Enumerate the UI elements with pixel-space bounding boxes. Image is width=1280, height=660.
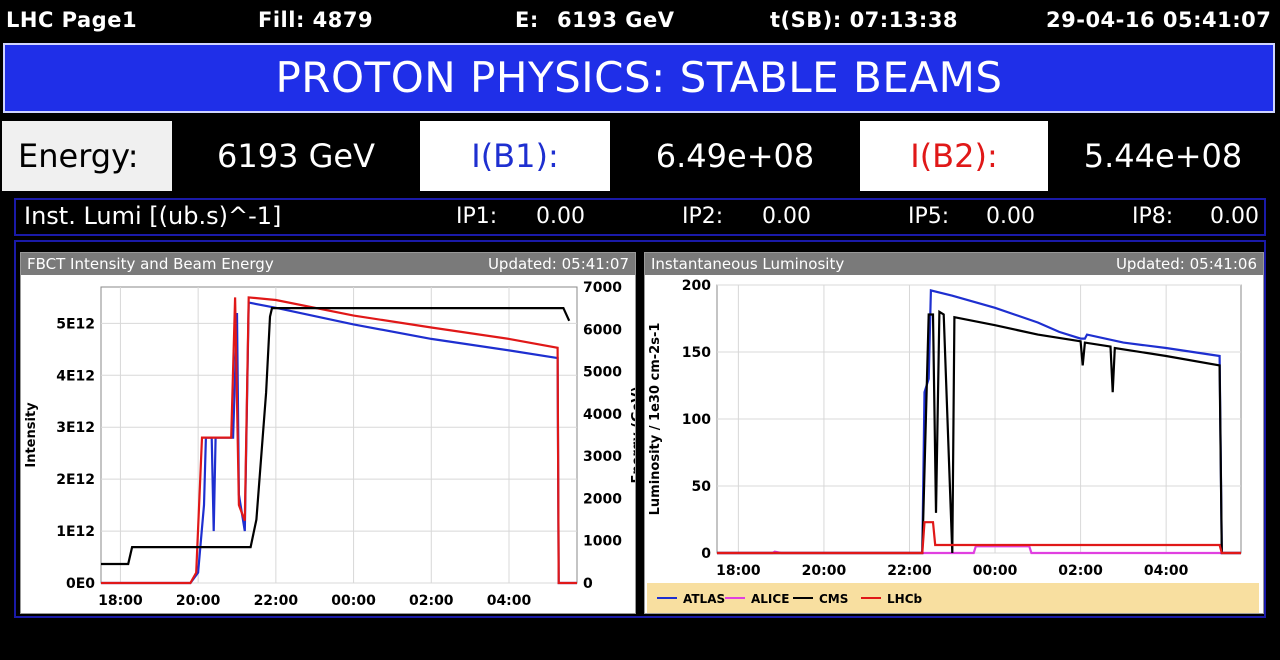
x-tick-label: 04:00 xyxy=(487,593,532,609)
y-tick-label: 1E12 xyxy=(56,524,95,540)
y2-axis-label: Energy (GeV) xyxy=(630,386,635,483)
y-tick-label: 3E12 xyxy=(56,420,95,436)
y2-tick-label: 5000 xyxy=(583,365,622,381)
y-tick-label: 5E12 xyxy=(56,316,95,332)
energy-row-value: 6193 GeV xyxy=(172,121,420,191)
fbct-panel-header: FBCT Intensity and Beam Energy Updated: … xyxy=(21,253,635,275)
ip5-value: 0.00 xyxy=(986,204,1035,229)
ip1-label: IP1: xyxy=(456,204,498,229)
y-axis-label: Intensity xyxy=(24,402,39,468)
time-stable-beams: t(SB): 07:13:38 xyxy=(770,8,959,32)
energy-label: E: xyxy=(515,8,539,32)
x-tick-label: 02:00 xyxy=(409,593,454,609)
top-status-bar: LHC Page1 Fill: 4879 E: 6193 GeV t(SB): … xyxy=(0,0,1280,42)
legend-box xyxy=(647,583,1259,613)
y2-tick-label: 7000 xyxy=(583,280,622,296)
ib2-label: I(B2): xyxy=(860,121,1048,191)
ip2-value: 0.00 xyxy=(762,204,811,229)
y2-tick-label: 3000 xyxy=(583,449,622,465)
y-tick-label: 0 xyxy=(701,546,711,562)
x-tick-label: 02:00 xyxy=(1058,563,1103,579)
charts-frame xyxy=(14,240,1266,618)
ip8-label: IP8: xyxy=(1132,204,1174,229)
ib1-label: I(B1): xyxy=(420,121,610,191)
energy-row-label: Energy: xyxy=(2,121,172,191)
y-tick-label: 200 xyxy=(682,278,711,294)
legend-label-atlas: ATLAS xyxy=(683,592,725,606)
y-tick-label: 0E0 xyxy=(66,576,95,592)
beam-values-row: Energy: 6193 GeV I(B1): 6.49e+08 I(B2): … xyxy=(2,121,1278,191)
legend-label-lhcb: LHCb xyxy=(887,592,922,606)
x-tick-label: 00:00 xyxy=(973,563,1018,579)
series-line-energy xyxy=(101,307,571,566)
y-tick-label: 4E12 xyxy=(56,368,95,384)
machine-mode-banner: PROTON PHYSICS: STABLE BEAMS xyxy=(3,43,1275,113)
y-tick-label: 100 xyxy=(682,412,711,428)
x-tick-label: 04:00 xyxy=(1144,563,1189,579)
energy-value: 6193 GeV xyxy=(557,8,675,32)
ib2-value: 5.44e+08 xyxy=(1048,121,1278,191)
lumi-panel-header: Instantaneous Luminosity Updated: 05:41:… xyxy=(645,253,1263,275)
fbct-chart-panel: FBCT Intensity and Beam Energy Updated: … xyxy=(20,252,636,614)
lumi-chart-panel: Instantaneous Luminosity Updated: 05:41:… xyxy=(644,252,1264,614)
series-line-cms xyxy=(717,309,1241,555)
x-tick-label: 20:00 xyxy=(176,593,221,609)
page-name: LHC Page1 xyxy=(6,8,138,32)
x-tick-label: 22:00 xyxy=(887,563,932,579)
ip2-label: IP2: xyxy=(682,204,724,229)
banner-text: PROTON PHYSICS: STABLE BEAMS xyxy=(275,53,1003,102)
x-tick-label: 18:00 xyxy=(98,593,143,609)
inst-lumi-row: Inst. Lumi [(ub.s)^-1] IP1: 0.00 IP2: 0.… xyxy=(14,198,1266,236)
date-time: 29-04-16 05:41:07 xyxy=(1046,8,1272,32)
lumi-panel-title: Instantaneous Luminosity xyxy=(651,255,845,273)
fill-number: Fill: 4879 xyxy=(258,8,374,32)
plot-area xyxy=(100,286,578,584)
y-tick-label: 2E12 xyxy=(56,472,95,488)
inst-lumi-label: Inst. Lumi [(ub.s)^-1] xyxy=(24,202,282,230)
fbct-updated-time: Updated: 05:41:07 xyxy=(487,255,629,273)
y-axis-label: Luminosity / 1e30 cm-2s-1 xyxy=(648,323,663,516)
legend-label-alice: ALICE xyxy=(751,592,789,606)
ip8-value: 0.00 xyxy=(1210,204,1259,229)
ib1-value: 6.49e+08 xyxy=(610,121,860,191)
y2-tick-label: 6000 xyxy=(583,322,622,338)
fbct-panel-title: FBCT Intensity and Beam Energy xyxy=(27,255,274,273)
x-tick-label: 22:00 xyxy=(254,593,299,609)
legend-label-cms: CMS xyxy=(819,592,848,606)
ip5-label: IP5: xyxy=(908,204,950,229)
y2-tick-label: 1000 xyxy=(583,534,622,550)
lumi-updated-time: Updated: 05:41:06 xyxy=(1115,255,1257,273)
ip1-value: 0.00 xyxy=(536,204,585,229)
y2-tick-label: 2000 xyxy=(583,491,622,507)
lumi-chart: 18:00 20:00 22:00 00:00 02:00 04:00 0 50 100 150 2… xyxy=(647,278,1259,613)
y2-tick-label: 4000 xyxy=(583,407,622,423)
series-line-b2 xyxy=(101,296,577,585)
x-tick-label: 20:00 xyxy=(802,563,847,579)
x-tick-label: 18:00 xyxy=(716,563,761,579)
y2-tick-label: 0 xyxy=(583,576,593,592)
series-line-lhcb xyxy=(717,521,1241,555)
fbct-chart: 18:00 20:00 22:00 00:00 02:00 04:00 0E0 1E12 2E1… xyxy=(24,280,635,609)
y-tick-label: 50 xyxy=(692,479,712,495)
y-tick-label: 150 xyxy=(682,345,711,361)
x-tick-label: 00:00 xyxy=(331,593,376,609)
